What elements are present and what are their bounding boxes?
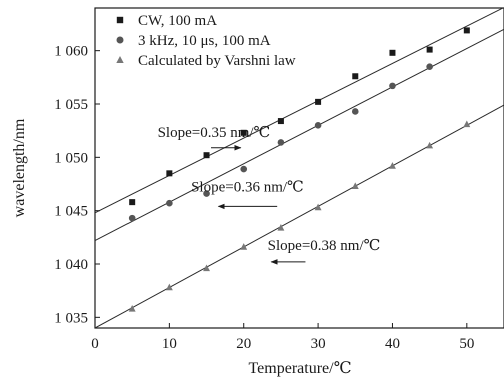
data-point-square: [240, 129, 247, 136]
data-point-triangle: [240, 243, 248, 250]
data-point-circle: [166, 199, 173, 207]
y-tick-label: 1 060: [54, 44, 88, 60]
fit-lines: [95, 8, 504, 328]
data-point-triangle: [165, 283, 173, 291]
data-point-circle: [426, 63, 433, 70]
data-point-triangle: [389, 162, 396, 169]
data-point-square: [315, 98, 322, 105]
data-point-circle: [351, 108, 359, 115]
legend-label: 3 kHz, 10 μs, 100 mA: [138, 33, 271, 49]
data-point-square: [203, 152, 210, 159]
x-tick-label: 0: [91, 336, 99, 352]
x-tick-label: 10: [162, 336, 177, 352]
data-point-triangle: [463, 120, 471, 128]
data-point-triangle: [314, 203, 322, 211]
y-axis-ticks: 1 035 1 040 1 045 1 050 1 055 1 060: [54, 44, 100, 326]
y-tick-label: 1 050: [54, 150, 88, 166]
y-tick-label: 1 055: [54, 97, 88, 113]
data-point-square: [426, 46, 433, 53]
x-tick-label: 40: [385, 336, 400, 352]
legend-marker-circle: [116, 36, 124, 44]
legend-marker-triangle: [116, 55, 124, 64]
fit-line: [95, 8, 504, 214]
plot-frame: [94, 7, 504, 329]
legend: CW, 100 mA 3 kHz, 10 μs, 100 mA Calculated…: [116, 13, 296, 69]
legend-label: CW, 100 mA: [138, 13, 217, 29]
data-point-square: [277, 118, 284, 125]
y-tick-label: 1 040: [54, 257, 88, 273]
legend-marker-square: [116, 16, 124, 24]
data-point-triangle: [128, 305, 136, 312]
slope-label: Slope=0.38 nm/℃: [268, 238, 381, 254]
data-point-square: [166, 170, 173, 177]
data-point-circle: [128, 214, 136, 222]
data-point-circle: [314, 122, 322, 129]
legend-label: Calculated by Varshni law: [138, 53, 296, 69]
y-tick-label: 1 035: [54, 310, 88, 326]
y-tick-label: 1 045: [54, 204, 88, 220]
data-point-square: [352, 73, 359, 80]
data-point-triangle: [426, 141, 434, 149]
data-point-triangle: [277, 223, 285, 231]
fit-line: [95, 104, 504, 328]
data-points: [128, 27, 471, 312]
data-point-triangle: [203, 264, 210, 272]
slope-label: Slope=0.36 nm/℃: [191, 179, 304, 195]
data-point-square: [463, 27, 470, 34]
data-point-triangle: [351, 182, 359, 189]
x-tick-label: 30: [311, 336, 326, 352]
slope-annotations: Slope=0.35 nm/℃ Slope=0.36 nm/℃ Slope=0.38…: [158, 125, 381, 265]
data-point-square: [389, 49, 396, 56]
data-point-circle: [277, 139, 285, 146]
data-point-circle: [203, 190, 210, 197]
y-axis-label: wavelength/nm: [11, 118, 28, 217]
x-axis-label: Temperature/℃: [249, 360, 352, 377]
x-tick-label: 20: [236, 336, 251, 352]
slope-label: Slope=0.35 nm/℃: [158, 125, 271, 141]
x-axis-ticks: 0 10 20 30 40 50: [91, 323, 474, 352]
data-point-circle: [240, 165, 248, 173]
x-tick-label: 50: [459, 336, 474, 352]
data-point-square: [129, 199, 136, 206]
data-point-circle: [389, 82, 396, 90]
fit-line: [95, 28, 504, 241]
